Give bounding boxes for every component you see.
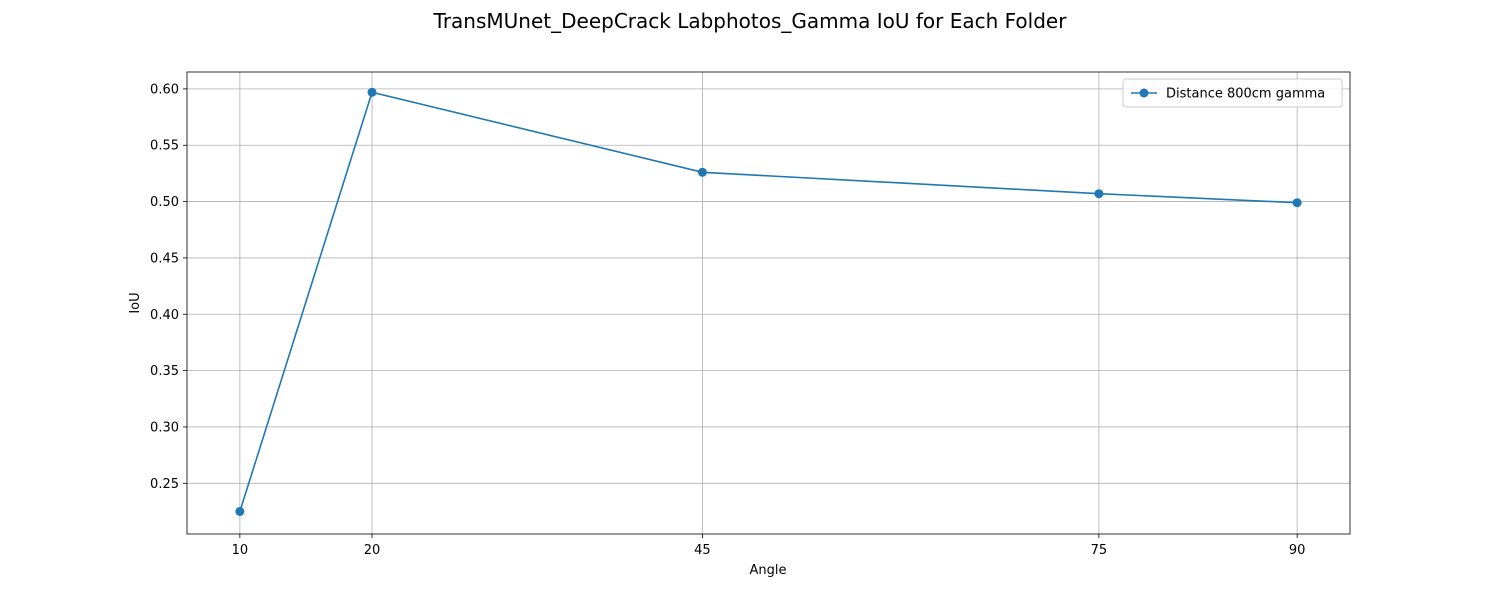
y-tick-label: 0.60 xyxy=(150,82,179,97)
y-tick-label: 0.35 xyxy=(150,364,179,379)
y-tick-label: 0.40 xyxy=(150,308,179,323)
data-point xyxy=(1292,198,1302,208)
legend: Distance 800cm gamma xyxy=(1122,78,1343,108)
x-tick-label: 45 xyxy=(694,543,711,558)
chart-title: TransMUnet_DeepCrack Labphotos_Gamma IoU… xyxy=(433,9,1068,33)
legend-box xyxy=(1122,78,1343,108)
data-point xyxy=(235,506,245,516)
plot-frame xyxy=(186,71,1351,535)
series-line xyxy=(239,91,1298,512)
x-tick-label: 90 xyxy=(1289,543,1306,558)
y-axis-label: IoU xyxy=(128,292,143,313)
y-tick-label: 0.45 xyxy=(150,251,179,266)
y-tick-label: 0.30 xyxy=(150,420,179,435)
legend-marker xyxy=(1139,88,1149,98)
x-tick-label: 75 xyxy=(1091,543,1108,558)
data-point xyxy=(367,87,377,97)
data-point xyxy=(697,167,707,177)
x-axis-label: Angle xyxy=(750,563,787,578)
x-tick-label: 20 xyxy=(364,543,381,558)
data-point xyxy=(1094,189,1104,199)
series-layer xyxy=(235,87,1302,516)
x-tick-label: 10 xyxy=(232,543,249,558)
y-tick-label: 0.55 xyxy=(150,139,179,154)
axes: 10 20 45 75 90 0.25 0.30 0.35 0.40 0.45 0.50 0.55 0.… xyxy=(150,71,1351,558)
legend-label: Distance 800cm gamma xyxy=(1166,87,1325,102)
grid-lines xyxy=(187,72,1350,534)
y-tick-label: 0.50 xyxy=(150,195,179,210)
y-tick-label: 0.25 xyxy=(150,477,179,492)
